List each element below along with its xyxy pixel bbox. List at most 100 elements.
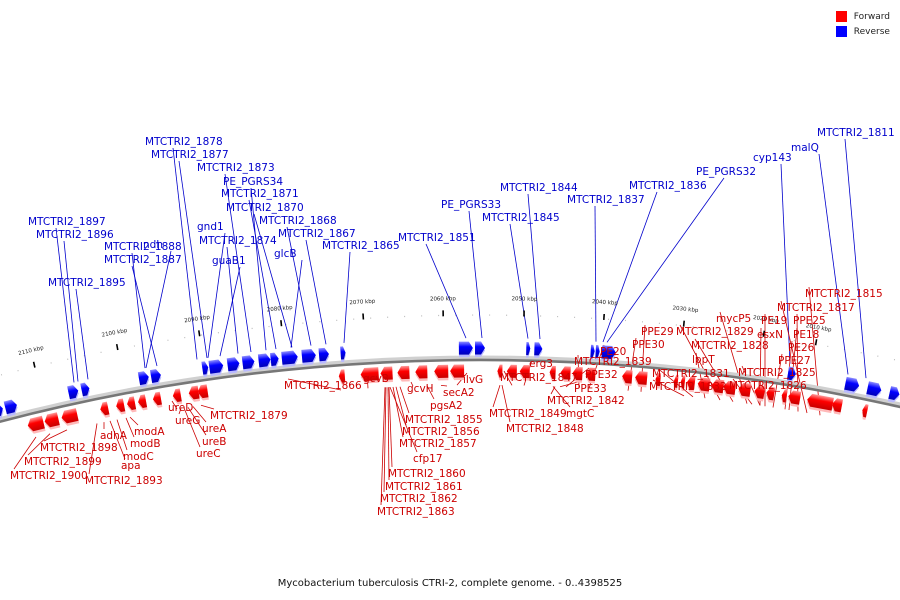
forward-gene[interactable] <box>722 380 737 398</box>
reverse-gene[interactable] <box>786 366 797 384</box>
reverse-label-ndh[interactable]: ndh <box>143 239 163 251</box>
forward-label-mtctri2-1831[interactable]: MTCTRI2_1831 <box>652 368 730 380</box>
reverse-gene[interactable] <box>318 347 330 364</box>
forward-gene[interactable] <box>26 415 46 435</box>
forward-label-ureb[interactable]: ureB <box>202 436 226 448</box>
forward-label-mtctri2-1899[interactable]: MTCTRI2_1899 <box>24 456 102 468</box>
forward-gene[interactable] <box>753 385 766 402</box>
forward-label-ppe27[interactable]: PPE27 <box>778 355 811 367</box>
reverse-label-glcb[interactable]: glcB <box>274 248 297 260</box>
forward-gene[interactable] <box>172 388 183 405</box>
reverse-gene[interactable] <box>281 350 299 368</box>
reverse-label-mtctri2-1871[interactable]: MTCTRI2_1871 <box>221 188 299 200</box>
forward-gene[interactable] <box>360 367 380 384</box>
reverse-label-mtctri2-1878[interactable]: MTCTRI2_1878 <box>145 136 223 148</box>
forward-label-pe20[interactable]: PE20 <box>600 346 626 358</box>
forward-label-erg3[interactable]: erg3 <box>529 358 553 370</box>
forward-label-mtctri2-1893[interactable]: MTCTRI2_1893 <box>85 475 163 487</box>
forward-label-mtctri2-1829[interactable]: MTCTRI2_1829 <box>676 326 754 338</box>
reverse-gene[interactable] <box>270 352 280 369</box>
forward-label-mtctri2-1849[interactable]: MTCTRI2_1849 <box>489 408 567 420</box>
reverse-label-mtctri2-1873[interactable]: MTCTRI2_1873 <box>197 162 275 174</box>
reverse-label-mtctri2-1887[interactable]: MTCTRI2_1887 <box>104 254 182 266</box>
reverse-label-mtctri2-1877[interactable]: MTCTRI2_1877 <box>151 149 229 161</box>
forward-label-mgtc[interactable]: mgtC <box>566 408 594 420</box>
reverse-gene[interactable] <box>226 357 241 374</box>
forward-label-gcvb[interactable]: gcvB <box>363 373 389 385</box>
forward-gene[interactable] <box>621 370 633 387</box>
reverse-label-mtctri2-1874[interactable]: MTCTRI2_1874 <box>199 235 277 247</box>
reverse-gene[interactable] <box>887 386 900 403</box>
reverse-label-mtctri2-1896[interactable]: MTCTRI2_1896 <box>36 229 114 241</box>
forward-label-mtctri2-1866[interactable]: MTCTRI2_1866 <box>284 380 362 392</box>
reverse-gene[interactable] <box>67 384 80 402</box>
reverse-gene[interactable] <box>595 344 600 361</box>
reverse-gene[interactable] <box>865 381 883 399</box>
forward-label-cfp17[interactable]: cfp17 <box>413 453 443 465</box>
reverse-gene[interactable] <box>526 342 531 358</box>
reverse-gene[interactable] <box>137 371 151 388</box>
forward-label-pe26[interactable]: PE26 <box>788 342 815 354</box>
reverse-gene[interactable] <box>534 342 543 358</box>
forward-gene[interactable] <box>397 365 410 382</box>
reverse-label-mtctri2-1836[interactable]: MTCTRI2_1836 <box>629 180 707 192</box>
reverse-gene[interactable] <box>601 345 616 362</box>
reverse-label-mtctri2-1870[interactable]: MTCTRI2_1870 <box>226 202 304 214</box>
forward-gene[interactable] <box>861 404 869 420</box>
reverse-gene[interactable] <box>340 346 346 363</box>
forward-label-ureg[interactable]: ureG <box>175 415 200 427</box>
reverse-label-pe-pgrs32[interactable]: PE_PGRS32 <box>696 166 756 178</box>
reverse-label-mtctri2-1868[interactable]: MTCTRI2_1868 <box>259 215 337 227</box>
reverse-gene[interactable] <box>843 376 861 395</box>
forward-label-mtctri2-1862[interactable]: MTCTRI2_1862 <box>380 493 458 505</box>
forward-label-ppe29[interactable]: PPE29 <box>641 326 674 338</box>
forward-gene[interactable] <box>585 367 596 384</box>
forward-gene[interactable] <box>152 391 163 409</box>
forward-gene[interactable] <box>737 382 752 400</box>
reverse-label-gnd1[interactable]: gnd1 <box>197 221 224 233</box>
forward-label-mtctri2-1848[interactable]: MTCTRI2_1848 <box>506 423 584 435</box>
forward-label-mtctri2-1826[interactable]: MTCTRI2_1826 <box>729 380 807 392</box>
forward-label-mtctri2-1832[interactable]: MTCTRI2_1832 <box>649 381 727 393</box>
forward-label-mtctri2-1879[interactable]: MTCTRI2_1879 <box>210 410 288 422</box>
forward-label-modb[interactable]: modB <box>130 438 161 450</box>
forward-label-ilvg[interactable]: ilvG <box>463 374 483 386</box>
forward-gene[interactable] <box>765 386 776 403</box>
forward-gene[interactable] <box>549 365 556 382</box>
forward-gene[interactable] <box>415 365 428 381</box>
forward-gene[interactable] <box>137 394 148 411</box>
reverse-label-guab1[interactable]: guaB1 <box>212 255 246 267</box>
forward-gene[interactable] <box>115 398 126 415</box>
reverse-gene[interactable] <box>241 355 256 372</box>
forward-label-mtctri2-1860[interactable]: MTCTRI2_1860 <box>388 468 466 480</box>
forward-label-urea[interactable]: ureA <box>202 423 227 435</box>
forward-gene[interactable] <box>711 379 725 396</box>
forward-label-ppe30[interactable]: PPE30 <box>632 339 665 351</box>
reverse-label-mtctri2-1895[interactable]: MTCTRI2_1895 <box>48 277 126 289</box>
reverse-label-cyp143[interactable]: cyp143 <box>753 152 792 164</box>
forward-label-mtctri2-1839[interactable]: MTCTRI2_1839 <box>574 356 652 368</box>
forward-label-urec[interactable]: ureC <box>196 448 221 460</box>
reverse-gene[interactable] <box>257 353 272 370</box>
reverse-gene[interactable] <box>201 361 209 378</box>
forward-gene[interactable] <box>60 408 80 427</box>
forward-label-ppe33[interactable]: PPE33 <box>574 383 607 395</box>
forward-gene[interactable] <box>560 366 571 383</box>
forward-gene[interactable] <box>655 372 662 389</box>
forward-label-esxn[interactable]: esxN <box>757 329 783 341</box>
reverse-label-pe-pgrs33[interactable]: PE_PGRS33 <box>441 199 501 211</box>
forward-gene[interactable] <box>43 412 61 430</box>
forward-label-modc[interactable]: modC <box>123 451 154 463</box>
reverse-gene[interactable] <box>149 368 162 386</box>
forward-label-mtctri2-1815[interactable]: MTCTRI2_1815 <box>805 288 883 300</box>
forward-gene[interactable] <box>188 385 201 403</box>
reverse-label-mtctri2-1865[interactable]: MTCTRI2_1865 <box>322 240 400 252</box>
forward-gene[interactable] <box>338 369 346 386</box>
forward-label-mtctri2-1857[interactable]: MTCTRI2_1857 <box>399 438 477 450</box>
forward-label-apa[interactable]: apa <box>121 460 141 472</box>
forward-gene[interactable] <box>434 364 449 381</box>
forward-gene[interactable] <box>126 396 137 413</box>
forward-gene[interactable] <box>806 393 834 414</box>
reverse-label-mtctri2-1897[interactable]: MTCTRI2_1897 <box>28 216 106 228</box>
reverse-label-mtctri2-1837[interactable]: MTCTRI2_1837 <box>567 194 645 206</box>
